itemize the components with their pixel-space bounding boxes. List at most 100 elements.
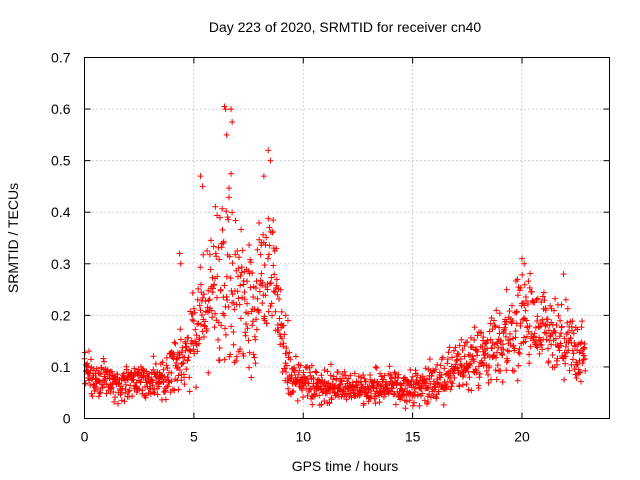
- data-point: [300, 394, 307, 401]
- data-point: [392, 370, 399, 377]
- data-point: [109, 372, 116, 379]
- data-point: [94, 386, 101, 393]
- data-point: [341, 391, 348, 398]
- data-point: [218, 244, 225, 251]
- data-point: [189, 316, 196, 323]
- data-point: [278, 308, 285, 315]
- data-point: [506, 348, 513, 355]
- data-point: [262, 292, 269, 299]
- data-point: [288, 372, 295, 379]
- data-point: [493, 307, 500, 314]
- data-point: [439, 354, 446, 361]
- data-point: [212, 203, 219, 210]
- data-point: [558, 301, 565, 308]
- data-point: [200, 291, 207, 298]
- data-point: [140, 367, 147, 374]
- data-point: [570, 330, 577, 337]
- data-point: [467, 352, 474, 359]
- data-point: [110, 389, 117, 396]
- data-point: [147, 385, 154, 392]
- data-point: [119, 385, 126, 392]
- data-point: [206, 251, 213, 258]
- data-point: [230, 328, 237, 335]
- data-point: [255, 309, 262, 316]
- data-point: [148, 376, 155, 383]
- data-point: [519, 271, 526, 278]
- data-point: [249, 270, 256, 277]
- data-point: [532, 324, 539, 331]
- data-point: [283, 369, 290, 376]
- data-point: [262, 241, 269, 248]
- tick-labels: 0 0.1 0.2 0.3 0.4 0.5 0.6 0.7 0 5 10 15 20: [51, 50, 530, 445]
- data-point: [237, 282, 244, 289]
- data-point: [493, 376, 500, 383]
- data-point: [177, 336, 184, 343]
- data-point: [223, 293, 230, 300]
- data-point: [430, 367, 437, 374]
- data-point: [544, 316, 551, 323]
- data-point: [161, 388, 168, 395]
- data-point: [489, 345, 496, 352]
- data-point: [488, 344, 495, 351]
- data-point: [512, 328, 519, 335]
- data-point: [234, 247, 241, 254]
- data-point: [443, 383, 450, 390]
- data-point: [266, 224, 273, 231]
- data-point: [466, 361, 473, 368]
- data-point: [562, 360, 569, 367]
- data-point: [248, 308, 255, 315]
- x-tick-label: 10: [295, 429, 311, 445]
- data-point: [461, 353, 468, 360]
- data-point: [471, 324, 478, 331]
- data-point: [572, 343, 579, 350]
- data-point: [295, 371, 302, 378]
- data-point: [486, 363, 493, 370]
- data-point: [213, 294, 220, 301]
- data-point: [193, 332, 200, 339]
- data-point: [425, 399, 432, 406]
- data-point: [467, 334, 474, 341]
- data-point: [360, 372, 367, 379]
- data-point: [328, 361, 335, 368]
- data-point: [328, 396, 335, 403]
- data-point: [582, 355, 589, 362]
- data-point: [253, 326, 260, 333]
- data-point: [236, 301, 243, 308]
- data-point: [281, 331, 288, 338]
- data-point: [474, 332, 481, 339]
- data-point: [229, 209, 236, 216]
- data-point: [388, 375, 395, 382]
- data-point: [523, 297, 530, 304]
- data-point: [85, 363, 92, 370]
- data-point: [178, 377, 185, 384]
- y-tick-label: 0.7: [51, 50, 71, 66]
- data-point: [228, 170, 235, 177]
- data-point: [224, 297, 231, 303]
- data-point: [202, 318, 209, 325]
- data-point: [87, 367, 94, 374]
- data-point: [125, 388, 132, 395]
- data-point: [543, 336, 550, 343]
- data-point: [245, 310, 252, 317]
- data-point: [180, 359, 187, 366]
- data-point: [91, 381, 98, 388]
- data-point: [547, 302, 554, 309]
- data-point: [336, 381, 343, 388]
- data-point: [361, 375, 368, 382]
- data-point: [488, 376, 495, 383]
- data-point: [252, 336, 259, 343]
- data-point: [95, 393, 102, 400]
- data-point: [347, 372, 354, 379]
- data-point: [553, 322, 560, 329]
- data-point: [159, 359, 166, 366]
- data-point: [411, 392, 418, 399]
- data-point: [407, 366, 414, 373]
- data-point: [221, 312, 228, 319]
- data-point: [527, 270, 534, 277]
- data-point: [557, 317, 564, 324]
- data-point: [208, 307, 215, 314]
- data-point: [246, 364, 253, 371]
- data-point: [428, 373, 435, 380]
- data-point: [494, 349, 501, 356]
- data-point: [415, 391, 422, 398]
